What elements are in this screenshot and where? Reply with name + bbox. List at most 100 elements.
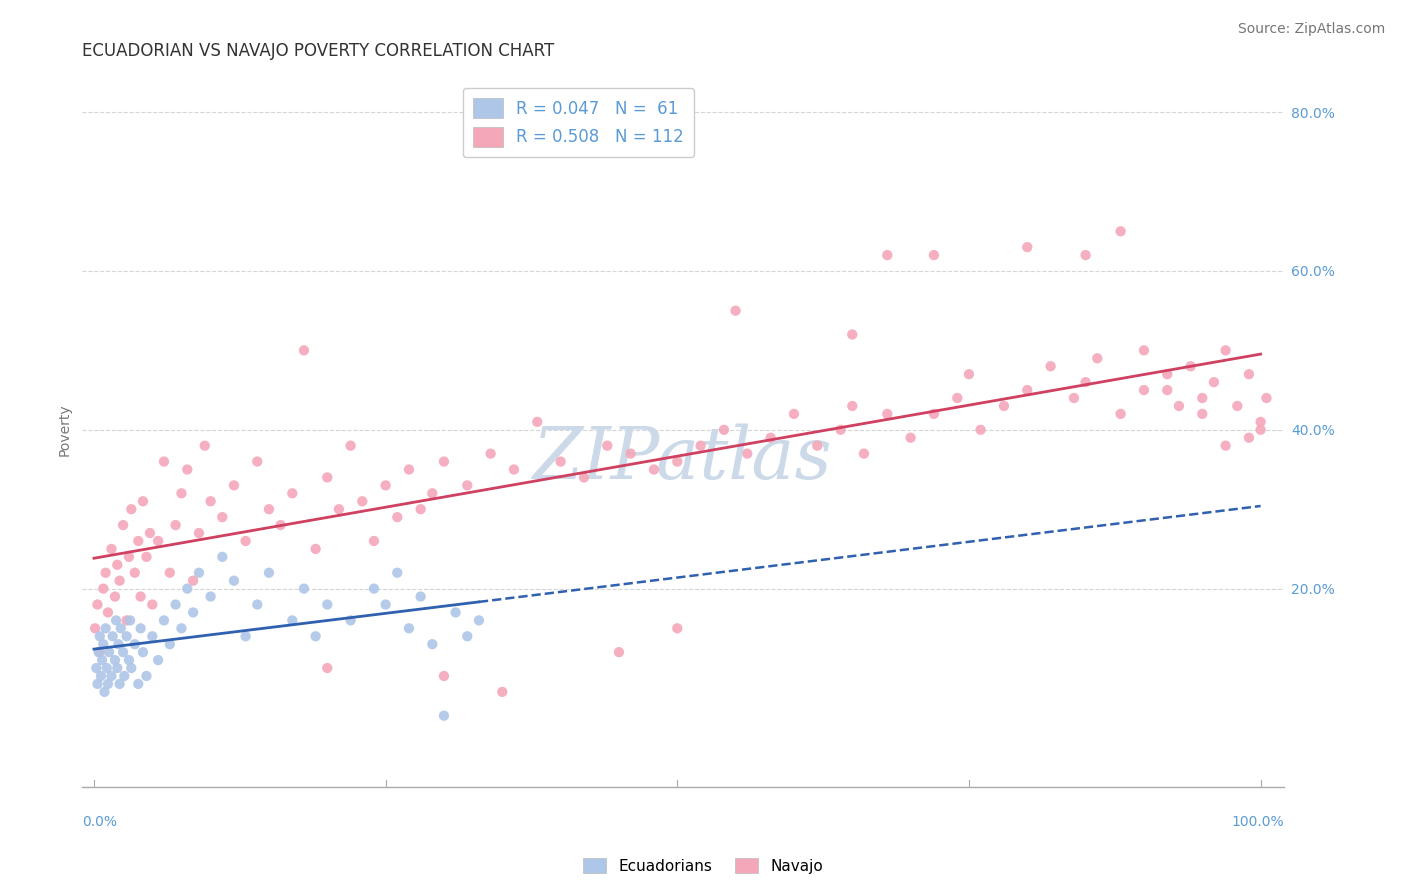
Point xyxy=(316,470,339,484)
Point xyxy=(141,598,163,612)
Point xyxy=(456,629,478,643)
Point xyxy=(127,533,149,548)
Point xyxy=(107,637,129,651)
Point xyxy=(108,677,131,691)
Point xyxy=(257,502,280,516)
Point xyxy=(1133,343,1156,358)
Point xyxy=(129,621,152,635)
Point xyxy=(1180,359,1202,374)
Point xyxy=(1063,391,1085,405)
Point xyxy=(200,590,222,604)
Point xyxy=(170,486,193,500)
Point xyxy=(1074,248,1097,262)
Point xyxy=(1156,368,1178,382)
Point xyxy=(246,598,269,612)
Point xyxy=(922,248,945,262)
Point xyxy=(281,486,304,500)
Point xyxy=(526,415,548,429)
Point xyxy=(316,661,339,675)
Point xyxy=(304,629,326,643)
Point xyxy=(127,677,149,691)
Point xyxy=(724,303,747,318)
Point xyxy=(374,598,396,612)
Text: Source: ZipAtlas.com: Source: ZipAtlas.com xyxy=(1237,22,1385,37)
Point xyxy=(91,653,114,667)
Point xyxy=(211,549,233,564)
Point xyxy=(1191,407,1213,421)
Point xyxy=(409,590,432,604)
Point xyxy=(620,447,643,461)
Point xyxy=(922,407,945,421)
Point xyxy=(181,606,204,620)
Point xyxy=(135,669,157,683)
Point xyxy=(1156,383,1178,397)
Point xyxy=(97,606,120,620)
Point xyxy=(141,629,163,643)
Point xyxy=(1202,375,1225,389)
Point xyxy=(292,343,315,358)
Point xyxy=(270,518,292,533)
Point xyxy=(176,582,198,596)
Point xyxy=(86,598,108,612)
Point xyxy=(1074,375,1097,389)
Point xyxy=(969,423,991,437)
Point xyxy=(1191,391,1213,405)
Point xyxy=(374,478,396,492)
Point xyxy=(105,661,128,675)
Point xyxy=(101,629,124,643)
Point xyxy=(110,621,132,635)
Point xyxy=(112,669,135,683)
Point xyxy=(84,661,107,675)
Point xyxy=(181,574,204,588)
Point xyxy=(211,510,233,524)
Point xyxy=(118,549,141,564)
Point xyxy=(433,669,456,683)
Point xyxy=(1168,399,1191,413)
Point xyxy=(328,502,350,516)
Point xyxy=(596,439,619,453)
Point xyxy=(90,669,112,683)
Point xyxy=(84,621,107,635)
Point xyxy=(1250,423,1272,437)
Point xyxy=(292,582,315,596)
Point xyxy=(1256,391,1278,405)
Point xyxy=(806,439,828,453)
Point xyxy=(120,661,142,675)
Point xyxy=(246,454,269,468)
Point xyxy=(398,621,420,635)
Point xyxy=(946,391,969,405)
Point xyxy=(841,327,863,342)
Point xyxy=(100,541,122,556)
Point xyxy=(97,677,120,691)
Point xyxy=(1215,439,1237,453)
Point xyxy=(98,645,121,659)
Point xyxy=(93,685,115,699)
Point xyxy=(339,614,361,628)
Point xyxy=(86,677,108,691)
Point xyxy=(159,566,181,580)
Point xyxy=(112,645,135,659)
Text: ECUADORIAN VS NAVAJO POVERTY CORRELATION CHART: ECUADORIAN VS NAVAJO POVERTY CORRELATION… xyxy=(83,42,554,60)
Point xyxy=(1250,415,1272,429)
Point xyxy=(1109,224,1132,238)
Point xyxy=(194,439,217,453)
Point xyxy=(94,566,117,580)
Point xyxy=(153,614,176,628)
Point xyxy=(1237,368,1260,382)
Point xyxy=(235,533,257,548)
Point xyxy=(433,454,456,468)
Point xyxy=(118,653,141,667)
Point xyxy=(666,454,689,468)
Point xyxy=(146,533,169,548)
Point xyxy=(339,439,361,453)
Point xyxy=(420,637,443,651)
Point xyxy=(841,399,863,413)
Point xyxy=(281,614,304,628)
Point xyxy=(993,399,1015,413)
Legend: R = 0.047   N =  61, R = 0.508   N = 112: R = 0.047 N = 61, R = 0.508 N = 112 xyxy=(463,88,695,157)
Point xyxy=(165,518,187,533)
Point xyxy=(957,368,980,382)
Point xyxy=(876,407,898,421)
Point xyxy=(1215,343,1237,358)
Point xyxy=(115,614,138,628)
